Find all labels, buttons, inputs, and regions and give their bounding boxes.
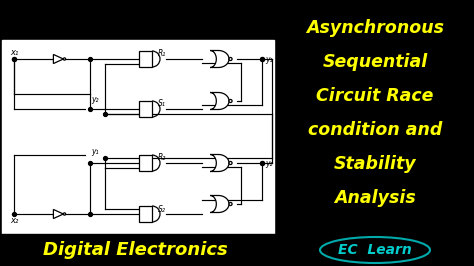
Text: S₂: S₂ — [158, 205, 166, 214]
Circle shape — [229, 202, 232, 206]
Polygon shape — [210, 196, 229, 213]
Text: y₂: y₂ — [91, 94, 99, 103]
Polygon shape — [54, 209, 64, 219]
Polygon shape — [210, 155, 229, 172]
Text: y₂: y₂ — [265, 159, 273, 168]
Bar — [139, 51, 152, 67]
Polygon shape — [54, 55, 64, 64]
Text: S₁: S₁ — [158, 99, 166, 109]
Text: Digital Electronics: Digital Electronics — [43, 241, 228, 259]
Bar — [139, 101, 152, 117]
Text: EC  Learn: EC Learn — [338, 243, 412, 257]
Ellipse shape — [320, 237, 430, 263]
Bar — [0, 234, 474, 266]
Polygon shape — [210, 51, 229, 68]
Polygon shape — [210, 93, 229, 110]
Bar — [139, 155, 152, 171]
Circle shape — [229, 57, 232, 61]
Bar — [2, 40, 274, 236]
Circle shape — [229, 161, 232, 165]
Text: R₁: R₁ — [158, 49, 166, 59]
Text: Sequential: Sequential — [322, 53, 428, 71]
Bar — [139, 206, 152, 222]
Text: Stability: Stability — [334, 155, 416, 173]
Circle shape — [64, 58, 65, 60]
Text: Circuit Race: Circuit Race — [316, 87, 434, 105]
Text: Asynchronous: Asynchronous — [306, 19, 444, 37]
Text: R₂: R₂ — [158, 153, 166, 163]
Circle shape — [229, 99, 232, 102]
Text: condition and: condition and — [308, 121, 442, 139]
Text: x₁: x₁ — [10, 48, 18, 57]
Text: y₁: y₁ — [265, 55, 273, 64]
Text: y₁: y₁ — [91, 147, 99, 156]
Text: x₂: x₂ — [10, 216, 18, 225]
Text: Analysis: Analysis — [334, 189, 416, 207]
Circle shape — [64, 213, 65, 215]
